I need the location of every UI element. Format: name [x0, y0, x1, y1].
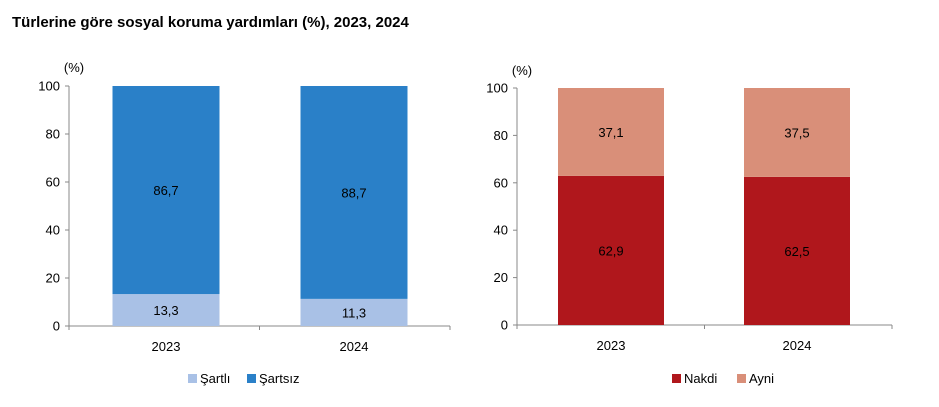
right-bar-ayni-2024: [744, 88, 850, 177]
left-y-tick-label-40: 40: [46, 223, 60, 238]
left-data-label-1-2023: 86,7: [153, 183, 178, 198]
right-y-tick-label-100: 100: [486, 81, 508, 96]
left-bar-artl-2023: [112, 294, 220, 326]
right-bar-nakdi-2023: [558, 175, 664, 325]
right-y-tick-label-60: 60: [494, 175, 508, 190]
left-legend-label-0: Şartlı: [200, 371, 230, 386]
left-y-tick-label-20: 20: [46, 271, 60, 286]
left-unit-label: (%): [64, 60, 84, 75]
right-legend-label-1: Ayni: [749, 371, 774, 386]
left-y-tick-label-100: 100: [38, 79, 60, 94]
left-bar-artl-2024: [300, 298, 408, 326]
chart-conditionality: (%) 0 20 40 60 80 100 13,3 86,7 2023 11,3 88,7 2024 Ş…: [38, 60, 451, 386]
right-data-label-0-2023: 62,9: [598, 243, 623, 258]
right-bar-nakdi-2024: [744, 176, 850, 325]
left-y-tick-label-0: 0: [53, 319, 60, 334]
left-legend-swatch-1: [247, 374, 256, 383]
left-x-label-2023: 2023: [152, 339, 181, 354]
left-data-label-1-2024: 88,7: [341, 185, 366, 200]
right-unit-label: (%): [512, 63, 532, 78]
right-data-label-0-2024: 62,5: [784, 244, 809, 259]
chart-title: Türlerine göre sosyal koruma yardımları …: [12, 14, 409, 31]
left-legend-swatch-0: [188, 374, 197, 383]
left-x-label-2024: 2024: [340, 339, 369, 354]
right-x-label-2023: 2023: [597, 338, 626, 353]
right-legend-label-0: Nakdi: [684, 371, 717, 386]
left-y-tick-label-80: 80: [46, 127, 60, 142]
right-y-tick-label-40: 40: [494, 223, 508, 238]
left-data-label-0-2023: 13,3: [153, 303, 178, 318]
right-y-tick-label-0: 0: [501, 318, 508, 333]
right-legend-swatch-0: [672, 374, 681, 383]
left-bar-artsz-2024: [300, 86, 408, 299]
right-y-tick-label-80: 80: [494, 128, 508, 143]
left-data-label-0-2024: 11,3: [342, 305, 366, 320]
right-bar-ayni-2023: [558, 88, 664, 176]
right-legend-swatch-1: [737, 374, 746, 383]
left-legend-label-1: Şartsız: [259, 371, 299, 386]
left-bar-artsz-2023: [112, 86, 220, 295]
right-data-label-1-2023: 37,1: [598, 125, 623, 140]
right-data-label-1-2024: 37,5: [784, 125, 809, 140]
right-y-tick-label-20: 20: [494, 270, 508, 285]
left-y-tick-label-60: 60: [46, 175, 60, 190]
right-x-label-2024: 2024: [783, 338, 812, 353]
